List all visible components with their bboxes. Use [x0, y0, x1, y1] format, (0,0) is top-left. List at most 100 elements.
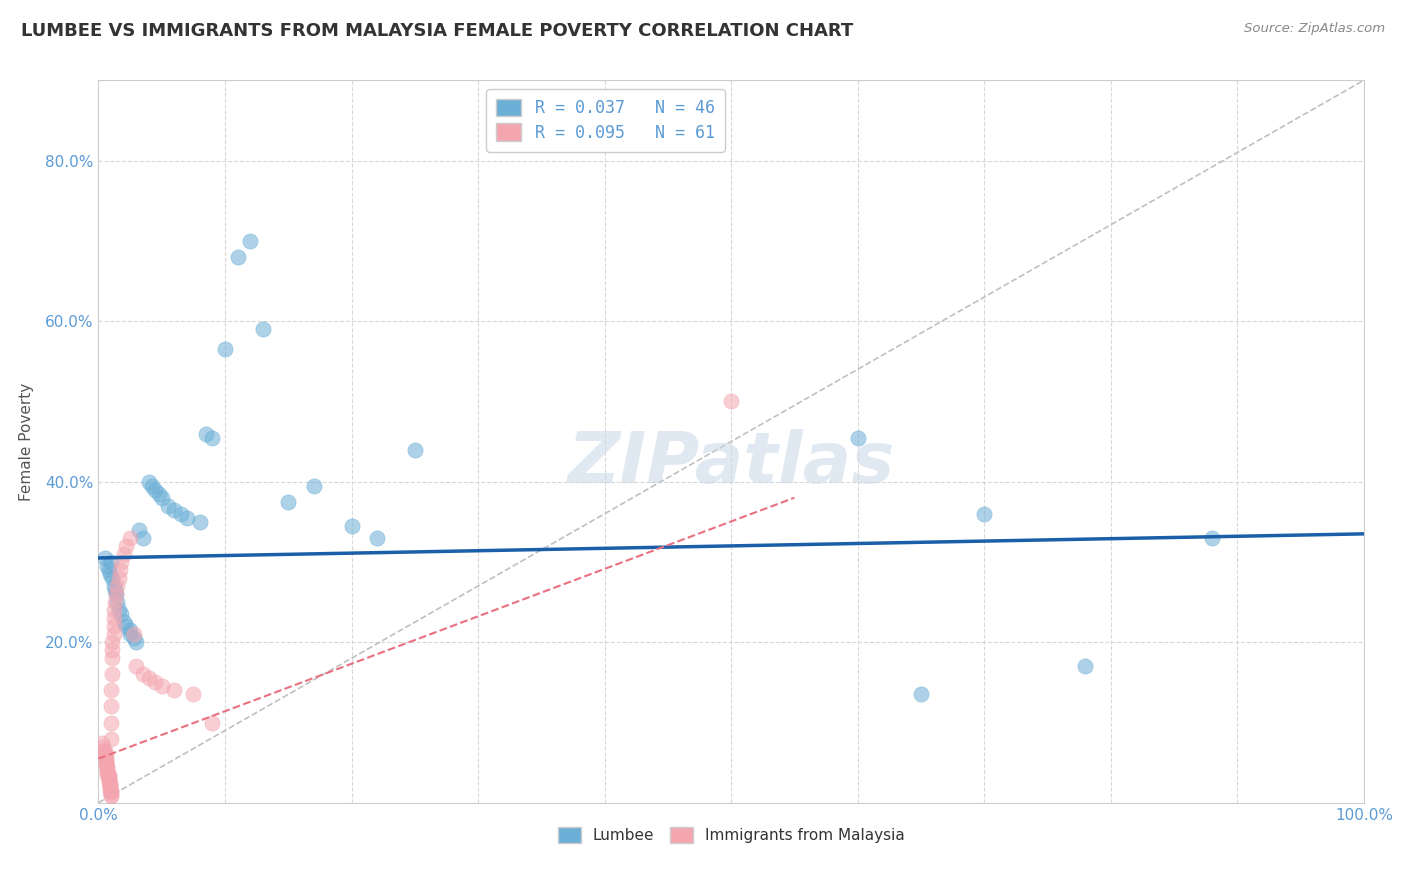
Point — [226, 250, 249, 264]
Point — [100, 785, 122, 799]
Point — [973, 507, 995, 521]
Point — [100, 699, 122, 714]
Text: LUMBEE VS IMMIGRANTS FROM MALAYSIA FEMALE POVERTY CORRELATION CHART: LUMBEE VS IMMIGRANTS FROM MALAYSIA FEMAL… — [21, 22, 853, 40]
Point — [183, 687, 205, 701]
Point — [91, 735, 114, 749]
Point — [120, 623, 141, 637]
Point — [214, 342, 236, 356]
Point — [98, 776, 121, 790]
Point — [188, 515, 211, 529]
Point — [105, 587, 128, 601]
Point — [97, 773, 120, 788]
Point — [96, 765, 118, 780]
Point — [366, 531, 388, 545]
Point — [720, 394, 742, 409]
Point — [105, 587, 128, 601]
Point — [100, 784, 122, 798]
Point — [104, 583, 127, 598]
Point — [252, 322, 274, 336]
Point — [110, 555, 132, 569]
Y-axis label: Female Poverty: Female Poverty — [18, 383, 34, 500]
Point — [97, 772, 120, 786]
Point — [141, 478, 163, 492]
Point — [112, 547, 135, 561]
Point — [112, 615, 135, 630]
Point — [108, 563, 131, 577]
Point — [107, 571, 129, 585]
Point — [176, 510, 198, 524]
Point — [103, 603, 125, 617]
Point — [96, 764, 118, 778]
Point — [115, 619, 138, 633]
Point — [277, 494, 299, 508]
Point — [100, 683, 122, 698]
Point — [93, 747, 117, 762]
Point — [145, 675, 166, 690]
Legend: Lumbee, Immigrants from Malaysia: Lumbee, Immigrants from Malaysia — [551, 822, 911, 849]
Point — [93, 746, 117, 760]
Point — [100, 788, 122, 802]
Point — [107, 579, 129, 593]
Point — [132, 531, 155, 545]
Point — [103, 619, 125, 633]
Point — [163, 683, 186, 698]
Point — [1074, 659, 1097, 673]
Point — [96, 767, 118, 781]
Point — [138, 475, 160, 489]
Point — [122, 632, 145, 646]
Point — [97, 776, 120, 790]
Point — [104, 595, 127, 609]
Point — [100, 555, 122, 569]
Point — [101, 643, 124, 657]
Point — [125, 659, 148, 673]
Point — [163, 502, 186, 516]
Point — [132, 667, 155, 681]
Point — [169, 507, 191, 521]
Point — [93, 744, 117, 758]
Point — [1201, 531, 1223, 545]
Point — [100, 715, 122, 730]
Point — [94, 749, 117, 764]
Point — [150, 680, 173, 694]
Point — [94, 756, 117, 770]
Point — [103, 579, 125, 593]
Point — [93, 744, 115, 758]
Point — [404, 442, 426, 457]
Point — [101, 651, 124, 665]
Point — [145, 483, 166, 497]
Point — [96, 760, 118, 774]
Point — [98, 781, 121, 796]
Point — [103, 627, 125, 641]
Point — [93, 739, 115, 754]
Point — [150, 491, 173, 505]
Point — [120, 531, 141, 545]
Point — [138, 671, 160, 685]
Point — [94, 754, 117, 768]
Point — [107, 603, 129, 617]
Point — [101, 635, 124, 649]
Point — [98, 784, 121, 798]
Text: Source: ZipAtlas.com: Source: ZipAtlas.com — [1244, 22, 1385, 36]
Point — [110, 607, 132, 621]
Point — [97, 769, 120, 783]
Point — [148, 486, 170, 500]
Point — [910, 687, 932, 701]
Point — [96, 558, 118, 574]
Point — [340, 518, 363, 533]
Point — [107, 595, 129, 609]
Point — [201, 715, 224, 730]
Point — [96, 761, 118, 775]
Point — [101, 667, 124, 681]
Point — [846, 430, 869, 444]
Point — [101, 571, 124, 585]
Point — [128, 523, 150, 537]
Point — [98, 567, 121, 582]
Point — [97, 767, 120, 781]
Point — [100, 731, 122, 746]
Point — [120, 627, 141, 641]
Point — [103, 611, 125, 625]
Point — [94, 751, 117, 765]
Point — [97, 563, 120, 577]
Point — [93, 550, 117, 566]
Point — [302, 478, 325, 492]
